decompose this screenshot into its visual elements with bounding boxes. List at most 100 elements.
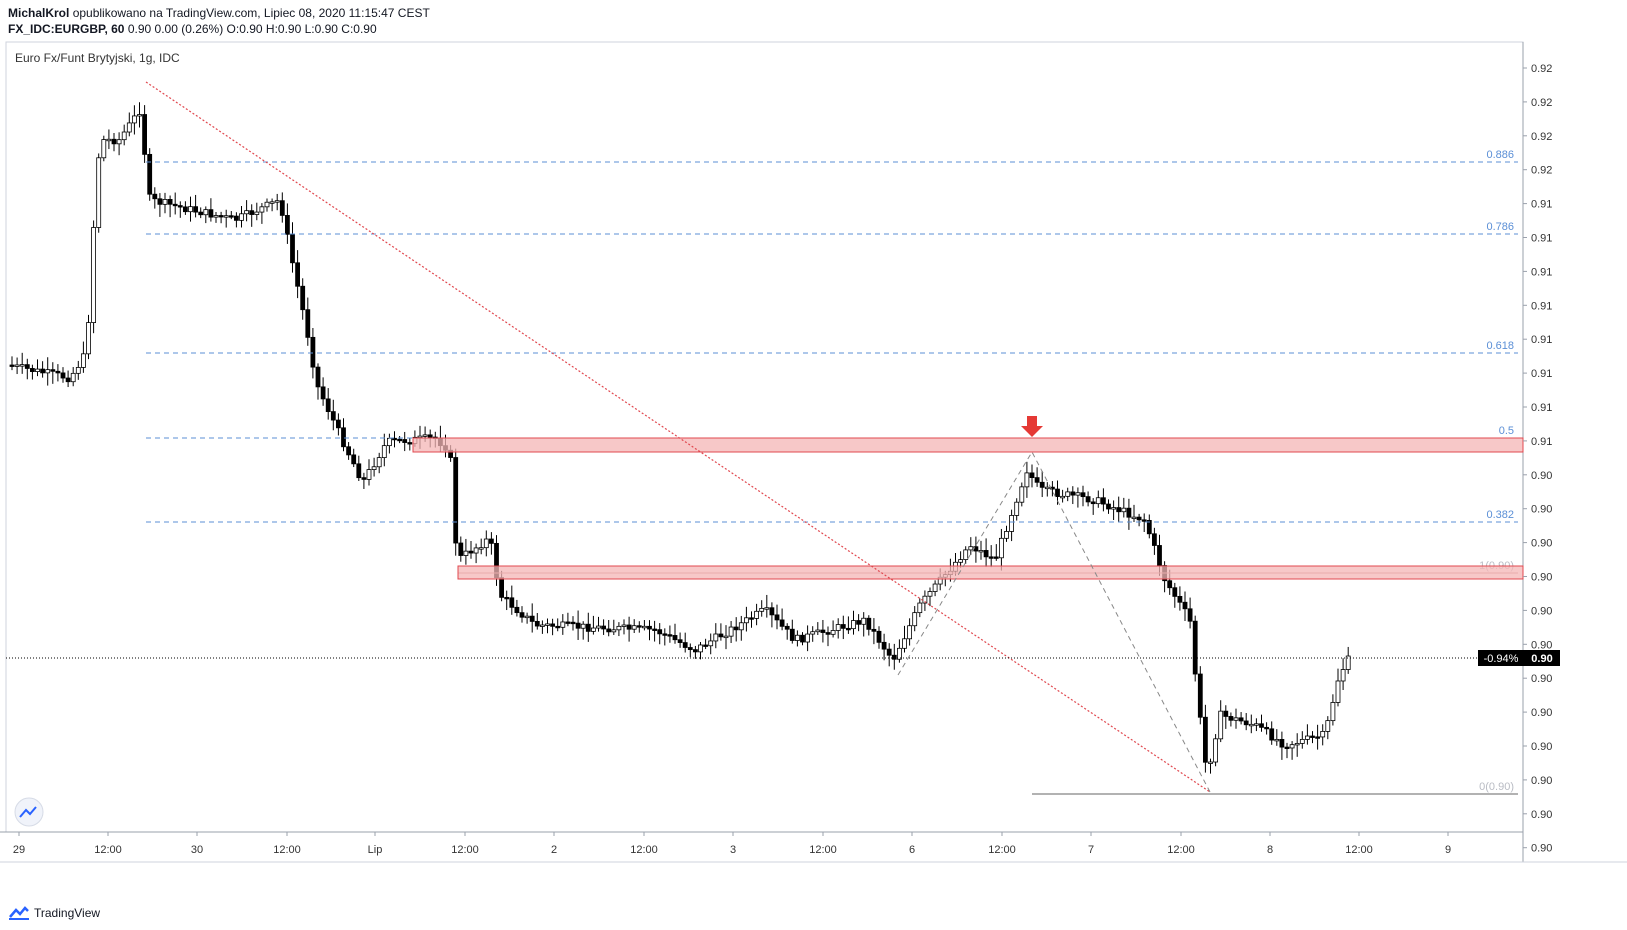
candle-body: [249, 210, 255, 215]
candle-body: [1014, 501, 1020, 516]
candle-body: [1004, 531, 1009, 539]
candle-body: [555, 625, 561, 629]
candle-body: [774, 614, 780, 621]
candle-body: [1136, 516, 1142, 521]
candle-body: [504, 596, 510, 600]
candle-body: [239, 213, 244, 221]
candle-body: [703, 644, 708, 647]
candle-body: [1345, 655, 1351, 670]
candle-body: [284, 215, 290, 235]
candle-body: [861, 617, 867, 625]
candle-body: [453, 457, 459, 544]
price-axis-label: 0.90: [1531, 707, 1552, 719]
candle-body: [116, 139, 122, 145]
candle-body: [1080, 492, 1086, 498]
resistance-zone-lower: [457, 565, 1524, 580]
candle-body: [157, 198, 163, 205]
candle-body: [1203, 716, 1208, 763]
candle-body: [488, 538, 494, 544]
candle-body: [96, 157, 102, 228]
candle-body: [1233, 717, 1239, 721]
candle-body: [499, 577, 505, 598]
candle-body: [647, 625, 652, 630]
candle-body: [881, 641, 887, 650]
candle-body: [142, 114, 148, 155]
candle-body: [509, 597, 515, 608]
candle-body: [1024, 472, 1030, 488]
candle-body: [86, 322, 91, 355]
candle-body: [310, 336, 316, 368]
candle-body: [264, 201, 270, 208]
candle-body: [846, 627, 851, 631]
time-axis-label: 12:00: [809, 844, 837, 856]
candle-body: [1055, 488, 1060, 497]
candle-body: [1192, 620, 1198, 675]
candle-body: [657, 629, 663, 635]
candle-body: [152, 193, 158, 200]
candle-body: [545, 623, 550, 626]
symbol-info: FX_IDC:EURGBP, 60 0.90 0.00 (0.26%) O:0.…: [8, 22, 377, 36]
candle-body: [101, 139, 107, 159]
candle-body: [1172, 587, 1178, 597]
candle-body: [1060, 495, 1065, 499]
candle-body: [483, 538, 489, 549]
candle-body: [693, 649, 698, 653]
candle-body: [606, 628, 612, 633]
footer-brand[interactable]: TradingView: [8, 906, 100, 920]
candle-body: [677, 639, 683, 643]
candle-body: [1274, 738, 1280, 742]
candle-body: [126, 122, 132, 133]
candle-body: [315, 366, 321, 388]
candle-body: [713, 633, 719, 642]
candle-body: [1325, 720, 1331, 732]
candle-body: [840, 624, 846, 629]
fib-level-label: 0(0.90): [1479, 781, 1514, 793]
candle-body: [417, 435, 423, 439]
candle-body: [611, 629, 617, 633]
candle-body: [902, 638, 907, 649]
candle-body: [1121, 507, 1127, 513]
candle-body: [1126, 507, 1132, 518]
candle-body: [667, 634, 673, 637]
fib-level-label: 0.618: [1486, 340, 1514, 352]
current-price-badge: [1524, 650, 1560, 666]
price-axis-label: 0.90: [1531, 605, 1552, 617]
price-axis-label: 0.90: [1531, 639, 1552, 651]
candle-body: [1269, 728, 1275, 741]
candle-body: [1177, 595, 1183, 603]
price-axis-label: 0.91: [1531, 334, 1552, 346]
candle-body: [534, 620, 540, 627]
candle-body: [1259, 723, 1264, 728]
current-price-label: 0.90: [1531, 653, 1552, 665]
candle-body: [999, 537, 1004, 559]
current-change-badge: [1478, 650, 1524, 666]
candle-body: [1034, 477, 1040, 483]
candle-body: [540, 624, 545, 627]
candle-body: [591, 627, 596, 632]
candle-body: [376, 457, 382, 468]
candle-body: [1111, 507, 1116, 510]
candle-body: [519, 612, 525, 618]
candle-body: [381, 445, 387, 459]
candle-body: [386, 437, 392, 447]
candle-body: [820, 629, 826, 633]
candle-body: [422, 434, 428, 437]
candle-body: [927, 591, 933, 597]
candle-body: [1218, 710, 1224, 740]
candle-body: [1029, 472, 1035, 479]
candle-body: [1335, 680, 1341, 703]
candle-body: [698, 644, 703, 653]
candle-body: [177, 205, 183, 208]
candle-body: [330, 411, 336, 421]
candle-body: [810, 631, 816, 635]
candle-body: [1146, 519, 1152, 535]
price-axis-label: 0.92: [1531, 165, 1552, 177]
candle-body: [305, 309, 311, 338]
candle-body: [601, 625, 606, 630]
candle-body: [1264, 726, 1269, 730]
candle-body: [9, 364, 15, 367]
price-axis-label: 0.92: [1531, 131, 1552, 143]
time-axis-label: 12:00: [94, 844, 122, 856]
candle-body: [361, 477, 367, 480]
